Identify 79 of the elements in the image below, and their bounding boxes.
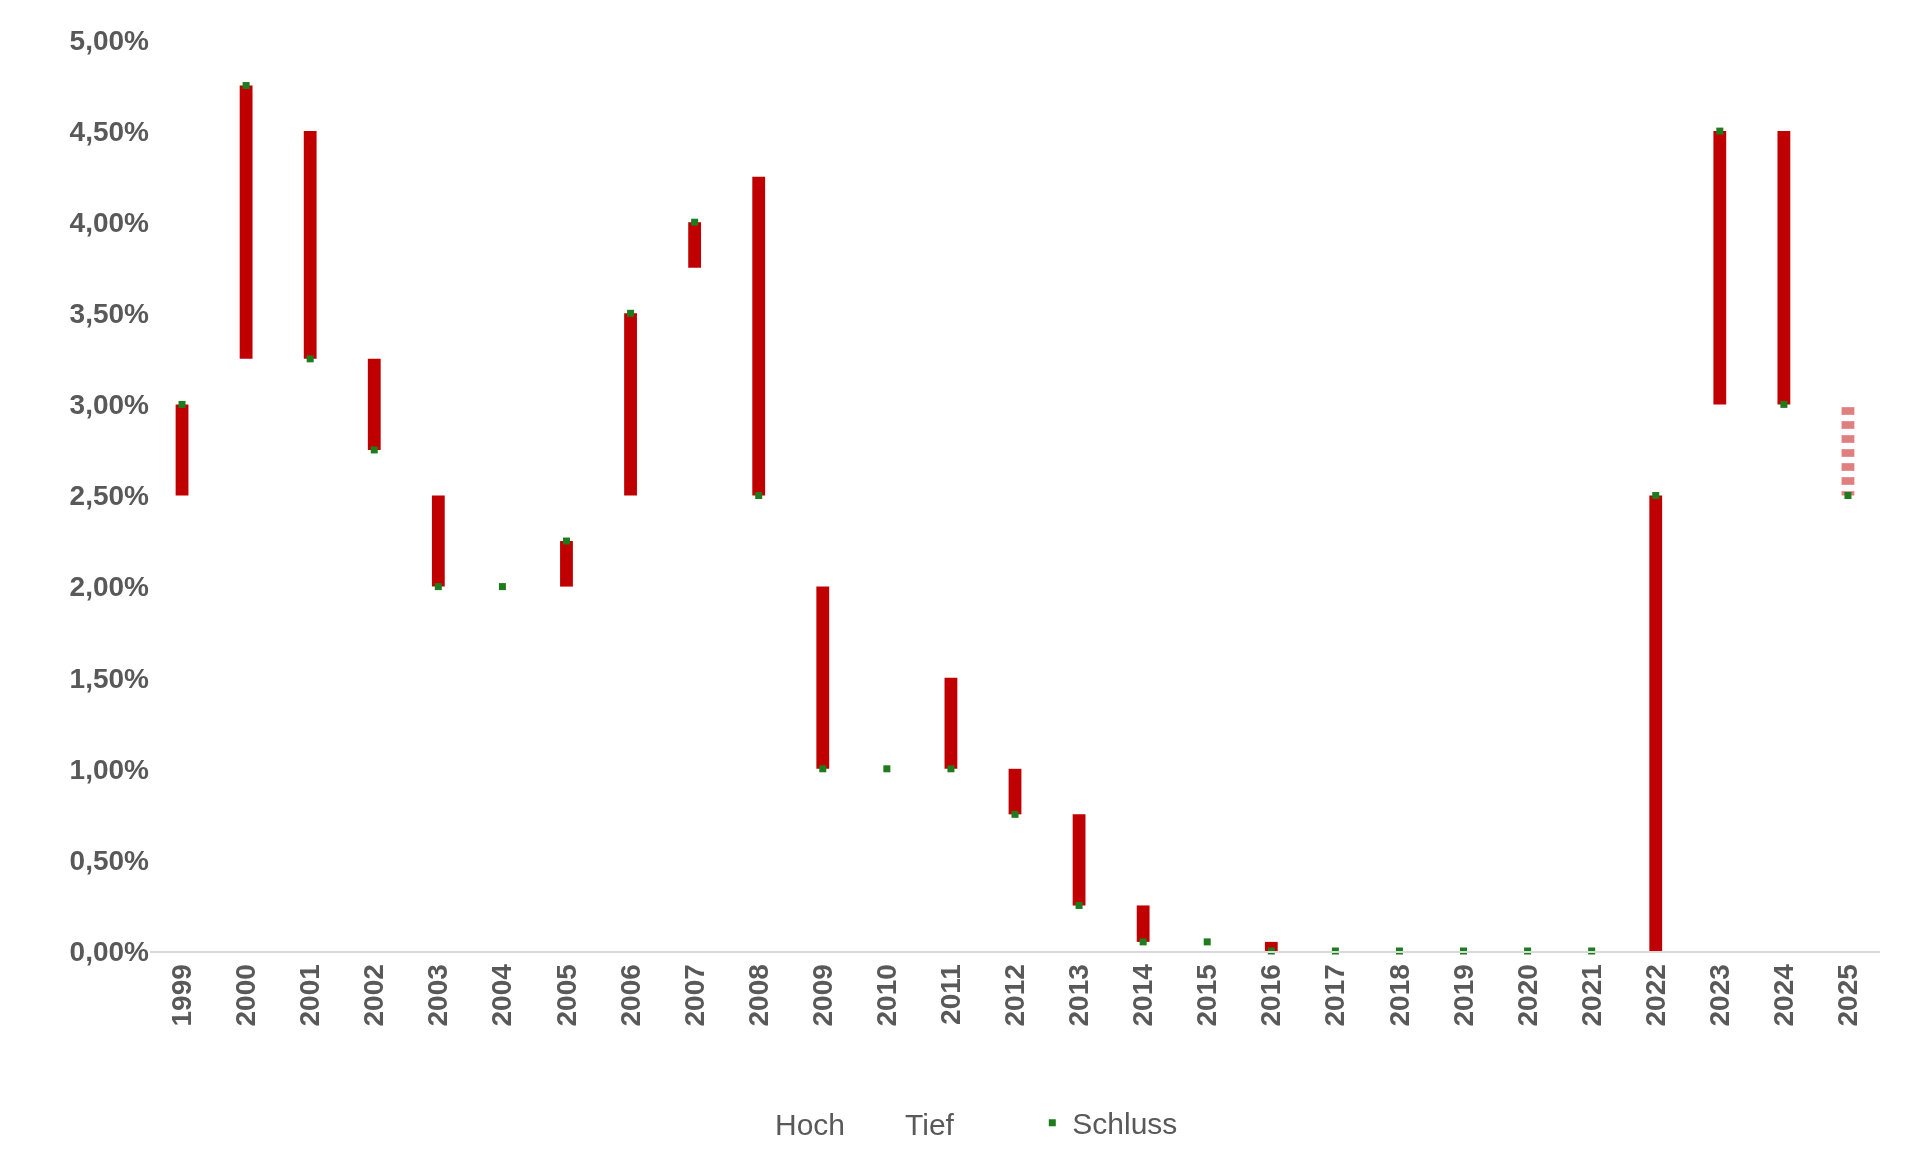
x-tick-label: 2008 <box>742 964 774 1027</box>
x-tick-label: 2003 <box>422 964 454 1027</box>
point <box>1203 938 1211 946</box>
y-tick-label: 0,00% <box>69 935 150 967</box>
point <box>1780 400 1788 408</box>
bar <box>1777 131 1791 405</box>
y-tick-label: 2,50% <box>69 480 150 512</box>
x-tick-label: 2017 <box>1319 964 1351 1027</box>
point <box>370 446 378 454</box>
text: Tief <box>905 1108 955 1141</box>
x-tick-label: 2018 <box>1383 964 1415 1027</box>
point <box>1716 127 1724 135</box>
y-tick-label: 2,00% <box>69 571 150 603</box>
bar <box>1136 905 1150 942</box>
point <box>1139 938 1147 946</box>
y-tick-label: 1,00% <box>69 753 150 785</box>
x-tick-label: 2007 <box>678 964 710 1027</box>
bar <box>944 677 958 769</box>
x-tick-label: 2025 <box>1832 964 1864 1027</box>
bar <box>816 586 830 769</box>
x-tick-label: 2013 <box>1063 964 1095 1027</box>
point <box>434 583 442 591</box>
point <box>1075 901 1083 909</box>
x-tick-label: 2000 <box>230 964 262 1027</box>
bar <box>1072 814 1086 906</box>
bar <box>1713 131 1727 405</box>
x-tick-label: 2009 <box>806 964 838 1027</box>
x-tick-label: 2006 <box>614 964 646 1027</box>
point <box>819 765 827 773</box>
bar <box>175 404 189 496</box>
bar <box>752 176 766 496</box>
point <box>883 765 891 773</box>
bar <box>239 85 253 359</box>
legend-label: Schluss <box>1072 1107 1178 1141</box>
bar <box>560 541 573 587</box>
bar <box>1841 404 1855 496</box>
bar <box>431 495 445 587</box>
y-tick-label: 0,50% <box>69 844 150 876</box>
x-tick-label: 2002 <box>358 964 390 1027</box>
y-tick-label: 3,50% <box>69 298 150 330</box>
x-tick-label: 2011 <box>935 964 967 1025</box>
point <box>498 583 506 591</box>
bar <box>624 313 637 496</box>
point <box>627 309 635 317</box>
x-tick-label: 2021 <box>1575 964 1607 1027</box>
point <box>755 492 763 499</box>
text: Hoch <box>775 1108 846 1141</box>
point <box>1652 492 1660 499</box>
y-tick-label: 5,00% <box>69 24 150 56</box>
y-tick-label: 3,00% <box>69 389 150 421</box>
x-tick-label: 2016 <box>1255 964 1287 1027</box>
point <box>306 355 314 363</box>
x-tick-label: 2004 <box>486 963 518 1027</box>
bar <box>688 222 702 268</box>
y-tick-label: 4,50% <box>69 115 150 147</box>
point <box>242 82 250 90</box>
y-tick-label: 1,50% <box>69 662 150 694</box>
x-tick-label: 2005 <box>550 964 582 1027</box>
bar <box>303 131 317 359</box>
y-tick-label: 4,00% <box>69 207 150 238</box>
point <box>178 400 186 408</box>
bar <box>1649 495 1663 951</box>
x-tick-label: 2015 <box>1191 964 1223 1027</box>
x-tick-label: 2012 <box>999 964 1031 1027</box>
point <box>562 537 570 545</box>
point <box>1011 810 1019 818</box>
x-tick-label: 2022 <box>1639 964 1671 1027</box>
x-tick-label: 2023 <box>1703 964 1735 1027</box>
x-tick-label: 2019 <box>1447 964 1479 1027</box>
point <box>947 765 955 773</box>
x-tick-label: 2024 <box>1767 963 1799 1027</box>
x-tick-label: 2001 <box>294 964 326 1027</box>
bar <box>367 358 381 450</box>
point <box>1844 492 1852 499</box>
x-tick-label: 2010 <box>870 964 902 1027</box>
x-tick-label: 2014 <box>1127 963 1159 1027</box>
x-tick-label: 2020 <box>1511 964 1543 1027</box>
point <box>691 218 699 226</box>
x-tick-label: 1999 <box>166 964 198 1027</box>
